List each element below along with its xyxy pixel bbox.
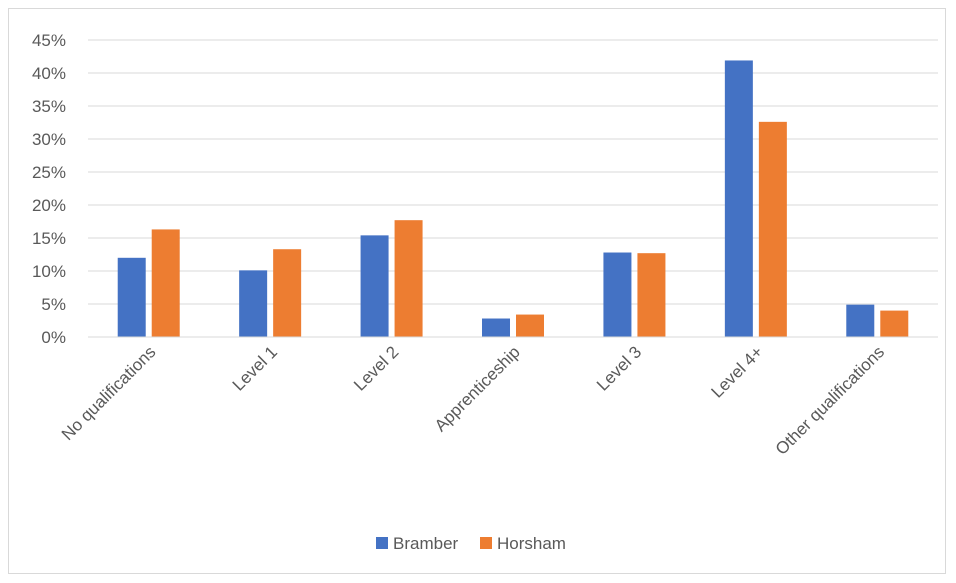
bar-horsham	[516, 314, 544, 337]
y-tick-label: 30%	[32, 130, 66, 149]
bar-bramber	[603, 252, 632, 337]
x-category-label: Apprenticeship	[431, 342, 524, 435]
y-tick-label: 20%	[32, 196, 66, 215]
y-tick-label: 45%	[32, 31, 66, 50]
y-tick-label: 25%	[32, 163, 66, 182]
bar-bramber	[482, 318, 510, 337]
bar-bramber	[117, 257, 146, 337]
y-tick-label: 0%	[41, 328, 66, 347]
bar-bramber	[239, 270, 268, 337]
bar-horsham	[394, 220, 423, 337]
legend-swatch-horsham	[480, 537, 492, 549]
bar-horsham	[758, 121, 787, 337]
legend-label-horsham: Horsham	[497, 534, 566, 553]
legend-label-bramber: Bramber	[393, 534, 459, 553]
legend-swatch-bramber	[376, 537, 388, 549]
x-category-label: Level 2	[350, 342, 402, 394]
y-tick-label: 15%	[32, 229, 66, 248]
x-category-label: Level 4+	[707, 342, 766, 401]
bar-horsham	[880, 310, 909, 337]
bar-bramber	[846, 304, 875, 337]
y-axis-tick-labels: 0% 5% 10% 15% 20% 25% 30% 35% 40% 45%	[32, 31, 66, 347]
y-tick-label: 35%	[32, 97, 66, 116]
bar-bramber	[724, 60, 753, 338]
gridlines	[88, 39, 938, 305]
y-tick-label: 40%	[32, 64, 66, 83]
bars	[117, 60, 909, 338]
x-category-label: Level 3	[593, 342, 645, 394]
x-category-label: No qualifications	[58, 342, 160, 444]
y-tick-label: 10%	[32, 262, 66, 281]
bar-horsham	[637, 253, 666, 337]
legend: Bramber Horsham	[376, 534, 566, 553]
x-category-label: Level 1	[229, 342, 281, 394]
bar-horsham	[151, 229, 180, 337]
bar-horsham	[273, 249, 302, 337]
x-category-label: Other qualifications	[772, 342, 888, 458]
x-axis-category-labels: No qualifications Level 1 Level 2 Apprentic…	[58, 342, 888, 458]
bar-bramber	[360, 235, 389, 337]
y-tick-label: 5%	[41, 295, 66, 314]
